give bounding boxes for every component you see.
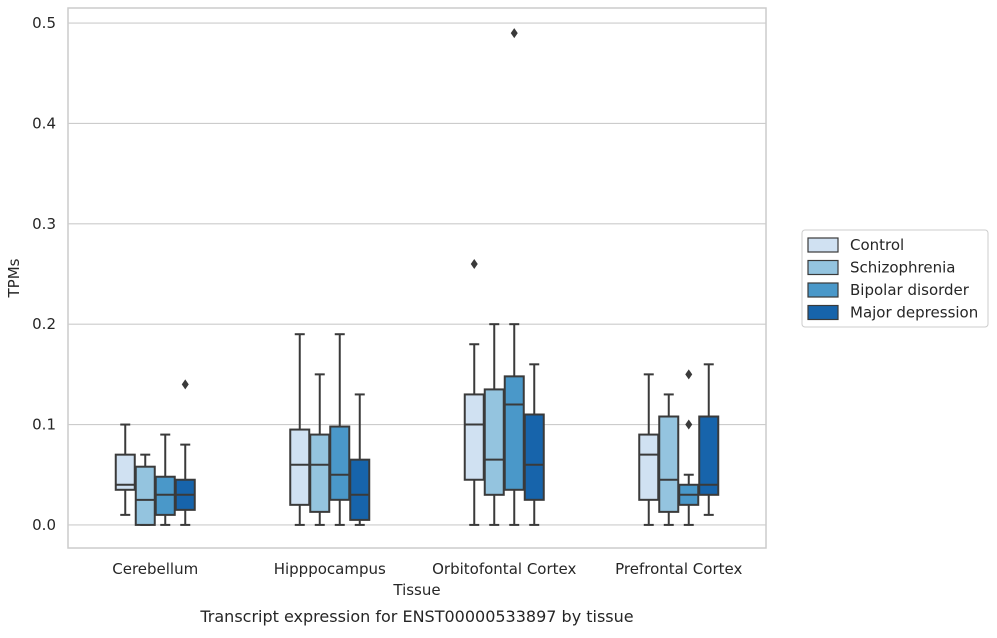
legend: Control Schizophrenia Bipolar disorder Majo… <box>801 229 989 328</box>
x-tick-label: Cerebellum <box>112 560 198 578</box>
box-item <box>523 363 545 526</box>
series-group <box>174 363 720 526</box>
box-iqr <box>349 458 371 521</box>
box-item <box>174 379 196 526</box>
series-group <box>154 28 700 526</box>
y-axis-ticks: 0.0 0.1 0.2 0.3 0.4 0.5 <box>32 14 56 534</box>
box-item <box>289 333 311 526</box>
y-tick-label: 0.3 <box>32 215 56 233</box>
outlier-marker <box>685 419 693 430</box>
box-iqr <box>463 393 485 481</box>
outlier-marker <box>470 258 478 269</box>
box-item <box>503 28 525 526</box>
y-tick-label: 0.4 <box>32 114 56 132</box>
y-tick-label: 0.1 <box>32 416 56 434</box>
legend-swatch <box>807 282 839 298</box>
box-series <box>114 28 720 526</box>
box-iqr <box>289 428 311 506</box>
legend-label: Major depression <box>850 304 978 322</box>
box-item <box>154 433 176 526</box>
series-group <box>114 258 660 526</box>
x-tick-label: Orbitofontal Cortex <box>432 560 576 578</box>
box-iqr <box>638 433 660 501</box>
y-tick-label: 0.0 <box>32 516 56 534</box>
box-iqr <box>658 415 680 513</box>
outlier-marker <box>510 28 518 39</box>
outlier-marker <box>685 369 693 380</box>
box-iqr <box>483 388 505 496</box>
legend-label: Schizophrenia <box>850 259 955 277</box>
legend-label: Control <box>850 236 904 254</box>
box-item <box>678 369 700 526</box>
y-axis-label: TPMs <box>5 258 23 298</box>
x-axis-ticks: Cerebellum Hipppocampus Orbitofontal Corte… <box>112 560 742 578</box>
legend-swatch <box>807 304 839 321</box>
box-item <box>698 363 720 516</box>
x-axis-label: Tissue <box>392 581 440 599</box>
box-iqr <box>329 425 351 501</box>
box-iqr <box>698 415 720 496</box>
outlier-marker <box>181 379 189 390</box>
box-iqr <box>503 375 525 491</box>
box-iqr <box>523 413 545 501</box>
legend-label: Bipolar disorder <box>850 281 970 299</box>
x-tick-label: Hipppocampus <box>274 560 386 578</box>
x-tick-label: Prefrontal Cortex <box>615 560 742 578</box>
box-iqr <box>154 475 176 516</box>
y-tick-label: 0.5 <box>32 14 56 32</box>
figure-caption: Transcript expression for ENST0000053389… <box>199 607 633 626</box>
legend-swatch <box>807 259 839 276</box>
y-tick-label: 0.2 <box>32 315 56 333</box>
plot-frame <box>67 7 767 549</box>
box-iqr <box>309 433 331 513</box>
legend-swatch <box>807 237 839 253</box>
box-item <box>349 393 371 526</box>
series-group <box>134 323 680 526</box>
legend-frame <box>801 229 989 328</box>
box-item <box>658 393 680 526</box>
box-iqr <box>134 465 156 526</box>
box-item <box>114 423 136 516</box>
